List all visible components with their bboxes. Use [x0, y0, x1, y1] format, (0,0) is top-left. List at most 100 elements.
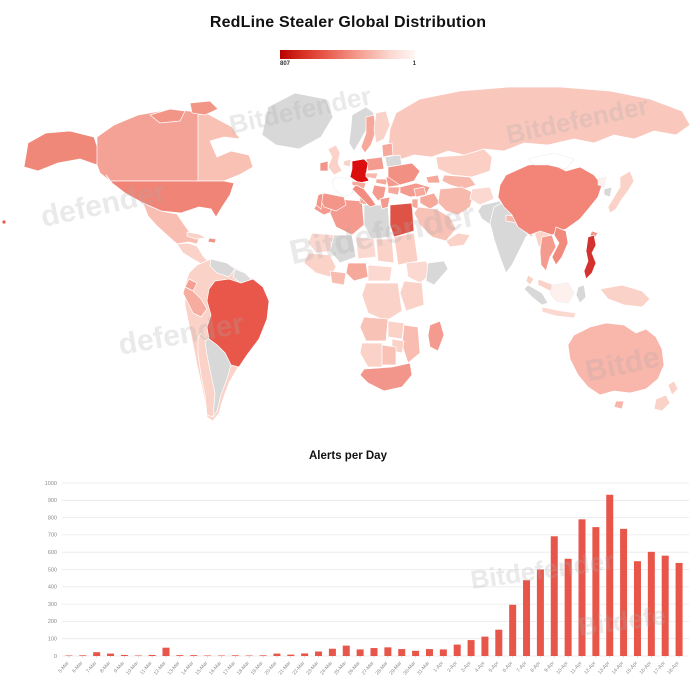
- country-egypt: [389, 202, 415, 238]
- bar-12-Apr: [592, 527, 600, 656]
- bar-7-Apr: [523, 580, 531, 656]
- country-mali: [329, 234, 357, 264]
- country-new-guinea: [599, 284, 651, 308]
- x-axis-label: 26-Mar: [347, 660, 362, 676]
- country-canada-east: [197, 112, 254, 182]
- x-axis-label: 19-Mar: [250, 660, 265, 676]
- country-finland: [373, 110, 391, 144]
- country-peru: [182, 286, 208, 318]
- country-sumatra: [523, 284, 549, 306]
- country-mexico: [142, 202, 201, 245]
- x-axis-label: 22-Mar: [291, 660, 306, 676]
- country-benelux: [342, 158, 352, 168]
- country-new-zealand-south: [653, 394, 671, 412]
- bar-27-Mar: [370, 648, 378, 656]
- country-arctic-islands: [149, 108, 186, 124]
- country-niger: [355, 236, 377, 260]
- y-axis-tick: 0: [54, 654, 57, 660]
- x-axis-label: 4-Apr: [474, 660, 487, 673]
- bar-11-Mar: [148, 654, 156, 656]
- country-angola: [359, 316, 389, 342]
- bar-8-Mar: [107, 653, 115, 656]
- bar-20-Mar: [273, 653, 281, 656]
- bar-3-Apr: [467, 640, 475, 656]
- country-cuba: [186, 231, 208, 240]
- x-axis-label: 29-Mar: [388, 660, 403, 676]
- country-sri-lanka: [525, 274, 535, 286]
- country-russia: [387, 86, 691, 160]
- x-axis-label: 5-Mar: [57, 660, 70, 674]
- country-sweden: [360, 114, 377, 154]
- bar-6-Mar: [79, 655, 87, 656]
- x-axis-label: 8-Mar: [99, 660, 112, 674]
- x-axis-label: 28-Mar: [375, 660, 390, 676]
- bar-28-Mar: [384, 647, 392, 656]
- x-axis-label: 3-Apr: [460, 660, 473, 673]
- country-libya: [363, 204, 391, 240]
- x-axis-label: 5-Apr: [488, 660, 501, 673]
- x-axis-label: 31-Mar: [416, 660, 431, 676]
- bar-9-Apr: [550, 536, 558, 656]
- country-venezuela: [209, 258, 236, 278]
- bar-10-Apr: [564, 558, 572, 656]
- country-china: [497, 162, 603, 236]
- country-ukraine: [387, 162, 421, 186]
- x-axis-label: 17-Mar: [222, 660, 237, 676]
- country-mozambique: [401, 324, 421, 364]
- x-axis-label: 2-Apr: [446, 660, 459, 673]
- country-hispaniola: [207, 237, 217, 244]
- bar-29-Mar: [398, 649, 406, 656]
- country-baltics: [381, 142, 394, 158]
- country-sulawesi: [575, 284, 587, 304]
- x-axis-label: 1-Apr: [432, 660, 445, 673]
- bar-21-Mar: [287, 654, 295, 656]
- country-caucasus: [425, 174, 441, 184]
- y-axis-tick: 600: [48, 550, 57, 556]
- y-axis-tick: 500: [48, 567, 57, 573]
- country-portugal: [315, 192, 324, 210]
- x-axis-label: 7-Apr: [516, 660, 529, 673]
- country-philippines: [583, 234, 597, 280]
- bar-5-Apr: [495, 629, 503, 656]
- country-iran: [437, 186, 475, 216]
- bar-18-Apr: [675, 562, 683, 656]
- world-choropleth-map: [0, 85, 696, 435]
- bar-19-Mar: [259, 655, 267, 656]
- country-yemen-oman: [445, 232, 471, 248]
- bar-26-Mar: [356, 649, 364, 656]
- country-brazil: [206, 278, 270, 368]
- x-axis-label: 10-Mar: [125, 660, 140, 676]
- x-axis-label: 15-Mar: [194, 660, 209, 676]
- bar-13-Mar: [176, 655, 184, 656]
- bar-25-Mar: [342, 645, 350, 656]
- country-afghanistan: [469, 186, 495, 206]
- bar-1-Apr: [439, 649, 447, 656]
- country-thailand: [539, 234, 557, 272]
- bar-14-Mar: [190, 655, 198, 656]
- bar-15-Mar: [204, 655, 212, 656]
- country-australia: [567, 322, 665, 396]
- country-mongolia: [527, 152, 575, 170]
- country-malaysia: [537, 278, 555, 292]
- bar-5-Mar: [65, 655, 73, 656]
- y-axis-tick: 400: [48, 585, 57, 591]
- country-botswana: [381, 344, 397, 366]
- x-axis-label: 10-Apr: [555, 660, 569, 676]
- country-greece: [379, 196, 391, 210]
- y-axis-tick: 200: [48, 619, 57, 625]
- bar-18-Mar: [245, 655, 253, 656]
- country-uk: [327, 144, 343, 176]
- color-scale-legend: [280, 50, 415, 59]
- country-tasmania: [613, 400, 625, 410]
- x-axis-label: 9-Apr: [543, 660, 556, 673]
- world-map-svg: [2, 86, 691, 422]
- bar-14-Apr: [620, 528, 628, 656]
- x-axis-label: 12-Mar: [153, 660, 168, 676]
- x-axis-label: 23-Mar: [305, 660, 320, 676]
- x-axis-label: 15-Apr: [625, 660, 639, 676]
- bar-16-Apr: [647, 551, 655, 656]
- country-south-korea: [603, 186, 613, 198]
- country-drc: [361, 282, 403, 322]
- alerts-per-day-chart: 0 100 200 300 400 500 600 700 800 900 1000 5-Mar 6-M…: [0, 450, 696, 696]
- bar-16-Mar: [217, 655, 225, 656]
